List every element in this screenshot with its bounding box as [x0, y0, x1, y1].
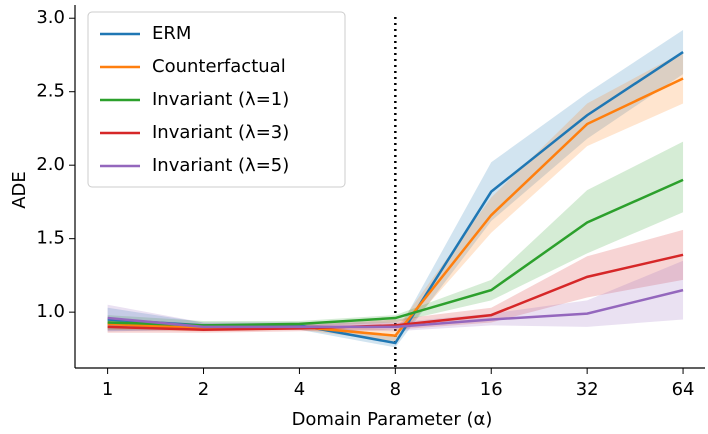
legend-label: Counterfactual: [152, 56, 286, 77]
confidence-band: [107, 229, 684, 333]
legend-label: Invariant (λ=5): [152, 155, 289, 176]
x-tick-label: 1: [102, 379, 113, 400]
series-line: [107, 77, 684, 337]
legend-box: [87, 11, 346, 188]
y-tick-label: 2.0: [36, 154, 65, 175]
x-tick-label: 8: [390, 379, 401, 400]
legend-label: Invariant (λ=3): [152, 122, 289, 143]
y-tick-label: 1.0: [36, 301, 65, 322]
series-line: [107, 288, 684, 329]
y-tick-label: 1.5: [36, 228, 65, 249]
y-tick-label: 3.0: [36, 7, 65, 28]
legend-label: ERM: [152, 23, 191, 44]
y-axis-label: ADE: [9, 171, 30, 209]
x-tick-label: 4: [294, 379, 305, 400]
x-tick-label: 2: [198, 379, 209, 400]
x-tick-label: 64: [672, 379, 695, 400]
legend-label: Invariant (λ=1): [152, 89, 289, 110]
series-line: [107, 253, 684, 332]
x-tick-label: 16: [480, 379, 503, 400]
series-line: [107, 178, 684, 327]
x-axis-label: Domain Parameter (α): [292, 409, 493, 430]
x-tick-label: 32: [576, 379, 599, 400]
y-tick-label: 2.5: [36, 81, 65, 102]
confidence-band: [107, 260, 684, 332]
